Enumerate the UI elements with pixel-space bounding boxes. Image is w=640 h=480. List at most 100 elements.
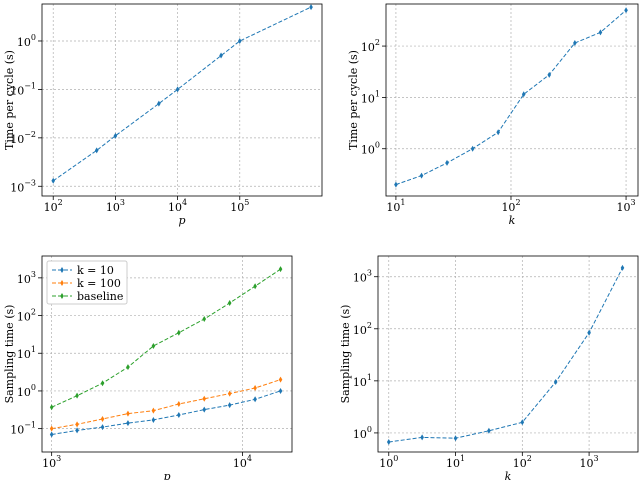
marker bbox=[520, 419, 525, 426]
marker bbox=[547, 71, 552, 78]
marker bbox=[227, 402, 232, 409]
marker bbox=[157, 100, 161, 107]
y-axis-label: Sampling time (s) bbox=[339, 305, 352, 404]
y-axis-label: Time per cycle (s) bbox=[347, 50, 360, 150]
marker bbox=[126, 420, 130, 427]
marker bbox=[394, 181, 398, 188]
marker bbox=[278, 266, 283, 273]
plot-frame bbox=[377, 255, 639, 453]
marker bbox=[386, 438, 391, 445]
series-line bbox=[388, 267, 623, 443]
marker bbox=[573, 39, 577, 46]
series-line bbox=[395, 9, 627, 186]
marker bbox=[227, 300, 232, 307]
y-tick-label: 103 bbox=[353, 269, 372, 285]
y-tick-label: 10−1 bbox=[10, 421, 36, 437]
marker bbox=[49, 404, 54, 411]
marker bbox=[177, 329, 181, 336]
marker bbox=[75, 392, 79, 399]
legend-marker bbox=[60, 280, 64, 286]
marker bbox=[51, 177, 56, 184]
marker bbox=[453, 435, 458, 442]
x-tick-label: 103 bbox=[617, 198, 636, 214]
x-tick-label: 101 bbox=[386, 198, 405, 214]
legend-marker bbox=[60, 267, 64, 273]
series-line bbox=[52, 6, 312, 182]
y-tick-label: 102 bbox=[353, 321, 372, 337]
marker bbox=[100, 424, 105, 431]
y-tick-label: 10−2 bbox=[10, 130, 36, 146]
marker bbox=[470, 145, 475, 152]
marker bbox=[177, 401, 181, 408]
y-tick-label: 101 bbox=[361, 89, 380, 105]
x-tick-label: 104 bbox=[233, 454, 252, 470]
marker bbox=[419, 172, 424, 179]
marker bbox=[49, 431, 54, 438]
marker bbox=[151, 416, 156, 423]
marker bbox=[496, 129, 500, 136]
series-line bbox=[51, 390, 281, 435]
marker bbox=[126, 410, 130, 417]
legend-marker bbox=[60, 293, 64, 299]
series-line bbox=[51, 379, 281, 430]
marker bbox=[151, 342, 156, 349]
x-axis-label: k bbox=[505, 470, 512, 480]
marker bbox=[420, 434, 424, 441]
y-tick-label: 101 bbox=[17, 345, 36, 361]
x-tick-label: 105 bbox=[230, 198, 249, 214]
marker bbox=[227, 390, 232, 397]
marker bbox=[521, 91, 526, 98]
marker bbox=[278, 376, 283, 383]
x-axis-label: p bbox=[178, 214, 185, 227]
marker bbox=[100, 416, 105, 423]
marker bbox=[202, 395, 207, 402]
marker bbox=[126, 364, 130, 371]
y-axis-label: Time per cycle (s) bbox=[3, 50, 16, 150]
marker bbox=[113, 132, 118, 139]
x-axis-label: p bbox=[163, 470, 170, 480]
x-tick-label: 104 bbox=[168, 198, 187, 214]
x-tick-label: 103 bbox=[42, 454, 61, 470]
y-tick-label: 102 bbox=[17, 308, 36, 324]
marker bbox=[175, 86, 180, 93]
plot-frame bbox=[41, 255, 293, 453]
marker bbox=[445, 159, 449, 166]
series-line bbox=[51, 268, 281, 408]
marker bbox=[75, 421, 79, 428]
legend-label: k = 100 bbox=[77, 277, 121, 290]
marker bbox=[587, 329, 591, 336]
marker bbox=[309, 4, 313, 11]
x-tick-label: 102 bbox=[501, 198, 520, 214]
y-tick-label: 102 bbox=[361, 38, 380, 54]
marker bbox=[253, 384, 257, 391]
plot-frame bbox=[385, 3, 639, 197]
marker bbox=[253, 396, 257, 403]
y-tick-label: 100 bbox=[353, 425, 372, 441]
marker bbox=[100, 380, 105, 387]
marker bbox=[94, 147, 99, 154]
marker bbox=[177, 412, 181, 419]
plot-frame bbox=[41, 3, 323, 197]
marker bbox=[253, 283, 257, 290]
y-tick-label: 100 bbox=[17, 383, 36, 399]
x-tick-label: 102 bbox=[44, 198, 63, 214]
marker bbox=[202, 316, 207, 323]
x-axis-label: k bbox=[509, 214, 516, 227]
marker bbox=[598, 29, 603, 36]
y-tick-label: 103 bbox=[17, 270, 36, 286]
marker bbox=[49, 425, 54, 432]
legend-label: baseline bbox=[77, 290, 123, 303]
marker bbox=[487, 427, 491, 434]
marker bbox=[237, 37, 242, 44]
x-tick-label: 102 bbox=[513, 454, 532, 470]
marker bbox=[75, 427, 79, 434]
marker bbox=[553, 379, 558, 386]
x-tick-label: 103 bbox=[106, 198, 125, 214]
y-tick-label: 100 bbox=[361, 141, 380, 157]
marker bbox=[219, 52, 223, 59]
y-tick-label: 101 bbox=[353, 373, 372, 389]
marker bbox=[278, 387, 283, 394]
x-tick-label: 103 bbox=[580, 454, 599, 470]
y-tick-label: 100 bbox=[17, 33, 36, 49]
x-tick-label: 101 bbox=[446, 454, 465, 470]
